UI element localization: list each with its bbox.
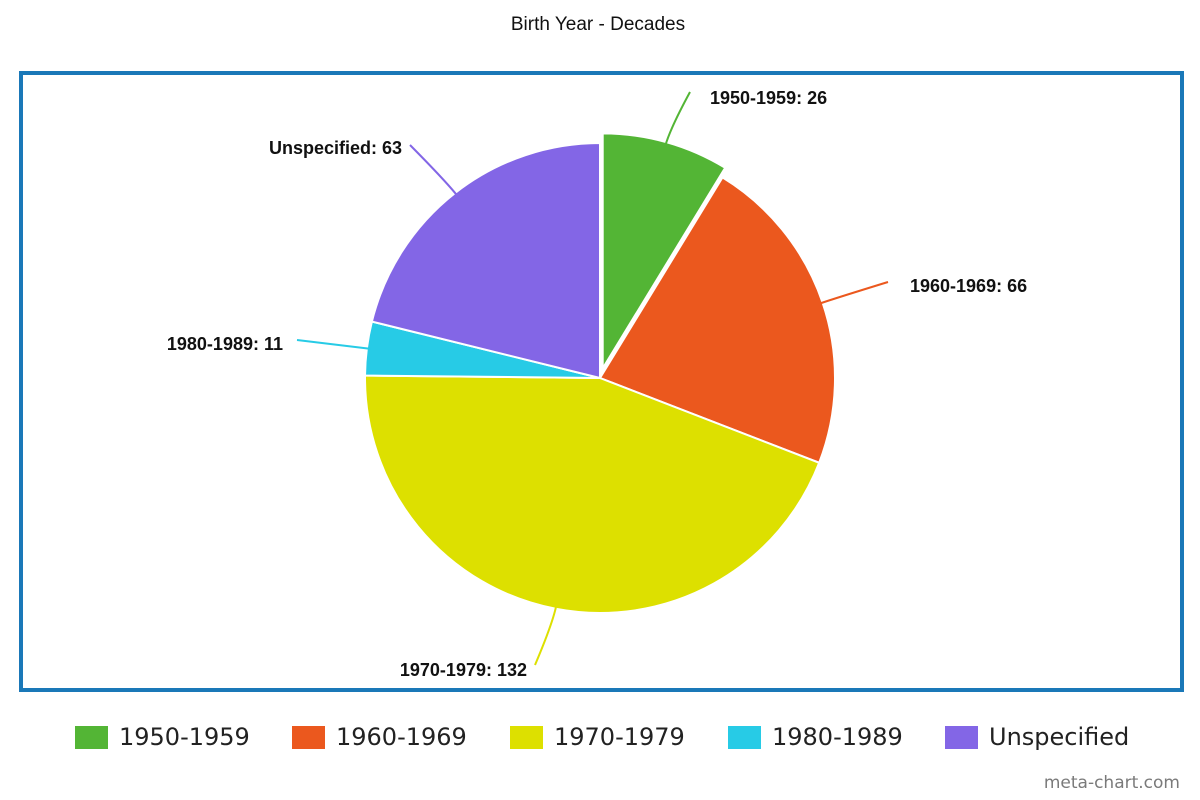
leader-line-unspecified bbox=[409, 144, 459, 197]
legend-swatch bbox=[75, 726, 108, 749]
leader-line-1980-1989 bbox=[296, 339, 371, 350]
legend-label: 1950-1959 bbox=[119, 723, 250, 751]
data-label-1960-1969: 1960-1969: 66 bbox=[910, 276, 1027, 296]
leader-line-1960-1969 bbox=[818, 281, 889, 305]
leader-line-1970-1979 bbox=[534, 604, 558, 666]
legend-label: 1980-1989 bbox=[772, 723, 903, 751]
data-label-unspecified: Unspecified: 63 bbox=[269, 138, 402, 158]
chart-title: Birth Year - Decades bbox=[510, 14, 686, 35]
legend-label: Unspecified bbox=[989, 723, 1130, 751]
data-label-1950-1959: 1950-1959: 26 bbox=[710, 88, 827, 108]
legend-label: 1970-1979 bbox=[554, 723, 685, 751]
legend-swatch bbox=[510, 726, 543, 749]
leader-line-1950-1959 bbox=[664, 91, 691, 147]
credit-link[interactable]: meta-chart.com bbox=[1043, 773, 1180, 793]
legend: 1950-1959 1960-1969 1970-1979 1980-1989 … bbox=[0, 722, 1200, 758]
data-label-1980-1989: 1980-1989: 11 bbox=[167, 334, 283, 354]
legend-swatch bbox=[945, 726, 978, 749]
chart-frame bbox=[19, 71, 1184, 692]
data-label-1970-1979: 1970-1979: 132 bbox=[400, 660, 527, 680]
legend-label: 1960-1969 bbox=[336, 723, 467, 751]
legend-swatch bbox=[292, 726, 325, 749]
legend-swatch bbox=[728, 726, 761, 749]
